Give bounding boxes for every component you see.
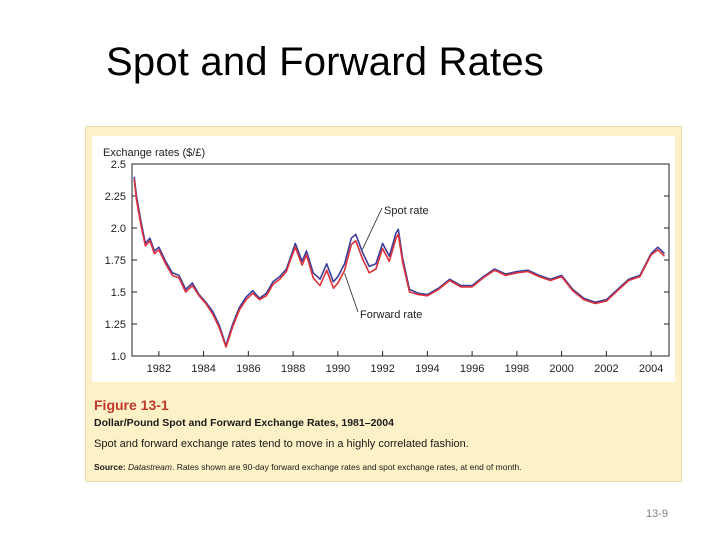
figure-source: Source: Datastream. Rates shown are 90-d… <box>94 462 522 472</box>
source-name: Datastream <box>128 462 172 472</box>
annotation-label: Spot rate <box>384 205 429 217</box>
figure-label: Figure 13-1 <box>94 397 169 413</box>
annotation-label: Forward rate <box>360 309 422 321</box>
annotation-leader <box>344 273 359 313</box>
x-tick-label: 1992 <box>370 363 394 375</box>
figure-title: Dollar/Pound Spot and Forward Exchange R… <box>94 417 394 429</box>
y-tick-label: 2.5 <box>111 159 126 171</box>
forward-rate-line <box>133 179 666 348</box>
series-layer <box>133 176 666 348</box>
chart-area: Exchange rates ($/£) 1.0 1.25 1.5 1.75 2.0 2.… <box>92 136 675 382</box>
slide-title-text: Spot and Forward Rates <box>106 40 544 84</box>
x-tick-label: 1996 <box>460 363 484 375</box>
y-axis-label: Exchange rates ($/£) <box>103 147 205 159</box>
y-tick-label: 2.25 <box>105 191 126 203</box>
plot-frame <box>131 163 670 357</box>
annotation-layer: Spot rate Forward rate <box>344 205 429 321</box>
x-tick-label: 2000 <box>549 363 573 375</box>
y-tick-label: 1.25 <box>105 319 126 331</box>
x-tick-label: 1988 <box>281 363 305 375</box>
slide-title: Spot and Forward Rates <box>0 40 720 85</box>
x-tick-label: 2004 <box>639 363 663 375</box>
x-tick-label: 1994 <box>415 363 439 375</box>
figure-caption: Spot and forward exchange rates tend to … <box>94 438 469 450</box>
x-tick-label: 1998 <box>505 363 529 375</box>
y-tick-label: 1.5 <box>111 287 126 299</box>
x-tick-label: 1982 <box>147 363 171 375</box>
line-chart: Exchange rates ($/£) 1.0 1.25 1.5 1.75 2.0 2.… <box>103 147 670 375</box>
y-tick-label: 2.0 <box>111 223 126 235</box>
y-tick-label: 1.0 <box>111 351 126 363</box>
source-text: . Rates shown are 90-day forward exchang… <box>171 462 522 472</box>
page-number: 13-9 <box>646 508 669 520</box>
x-tick-label: 1990 <box>326 363 350 375</box>
y-tick-label: 1.75 <box>105 255 126 267</box>
source-label: Source: <box>94 462 126 472</box>
x-tick-label: 2002 <box>594 363 618 375</box>
x-tick-label: 1984 <box>191 363 215 375</box>
axis-layer: 1.0 1.25 1.5 1.75 2.0 2.25 2.5 1982 1984 1986 1988… <box>105 159 670 375</box>
x-tick-label: 1986 <box>236 363 260 375</box>
annotation-leader <box>362 207 383 250</box>
